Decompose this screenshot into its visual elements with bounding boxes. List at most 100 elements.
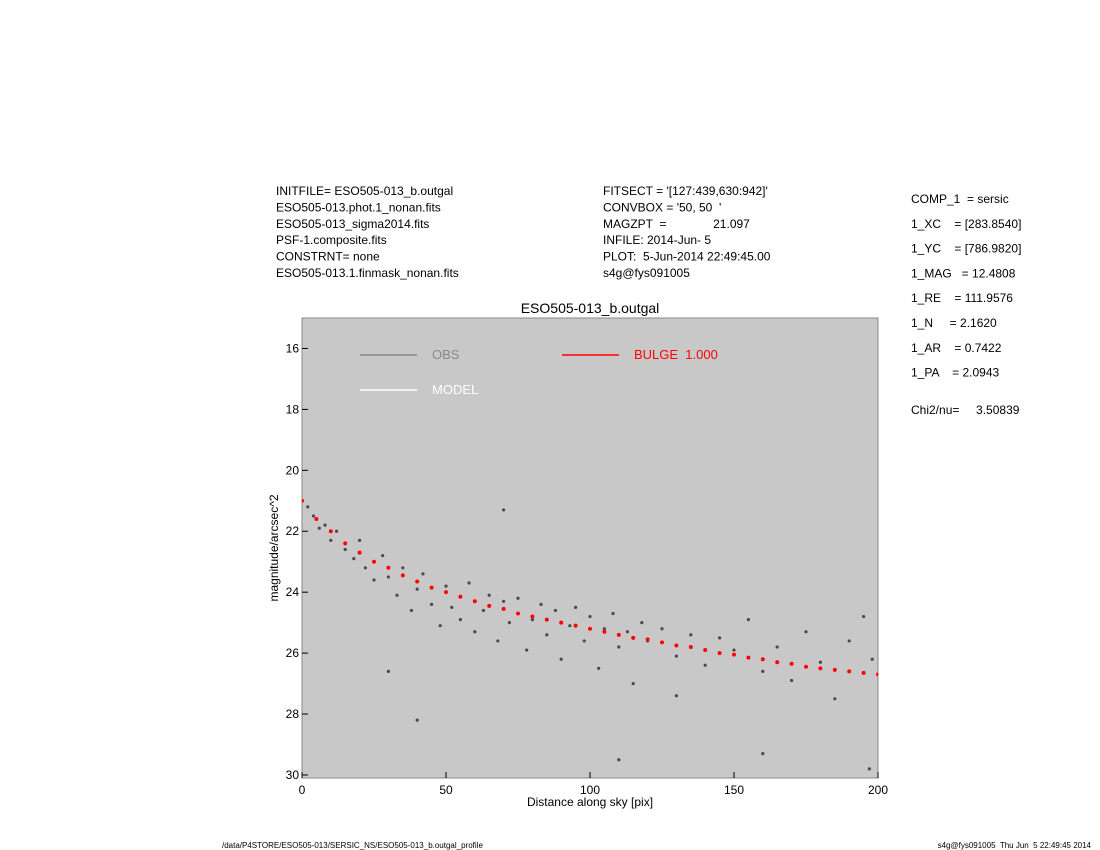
point	[761, 752, 765, 756]
point	[674, 694, 679, 698]
point	[544, 617, 549, 622]
point	[343, 547, 347, 552]
point	[311, 514, 316, 518]
point	[530, 614, 535, 619]
point	[790, 678, 794, 683]
point	[496, 639, 500, 643]
point	[473, 630, 477, 634]
chi2: Chi2/nu= 3.50839	[911, 403, 1020, 417]
point	[401, 566, 405, 570]
point	[516, 596, 520, 600]
y-tick-label: 16	[286, 341, 300, 355]
point	[415, 587, 419, 591]
fit-parameter: 1_RE = 111.9576	[911, 291, 1013, 305]
point	[559, 657, 563, 661]
footer-left: /data/P4STORE/ESO505-013/SERSIC_NS/ESO50…	[222, 841, 483, 850]
header-line: CONSTRNT= none	[276, 250, 380, 264]
header-line: FITSECT = '[127:439,630:942]'	[603, 184, 768, 198]
fit-parameter: 1_XC = [283.8540]	[911, 217, 1021, 231]
point	[617, 758, 621, 762]
point	[530, 617, 535, 622]
point	[688, 645, 693, 650]
point	[430, 602, 434, 606]
point	[438, 624, 442, 628]
header-line: MAGZPT = 21.097	[603, 217, 750, 231]
x-tick-label: 150	[724, 783, 744, 797]
point	[363, 566, 367, 570]
point	[631, 681, 635, 686]
header-line: ESO505-013.phot.1_nonan.fits	[276, 200, 441, 214]
point	[501, 606, 506, 611]
point	[328, 529, 333, 534]
point	[689, 633, 693, 637]
point	[861, 670, 866, 675]
point	[833, 697, 837, 701]
y-axis-label: magnitude/arcsec^2	[267, 494, 281, 601]
point	[876, 672, 878, 677]
point	[553, 608, 558, 613]
point	[458, 617, 462, 622]
point	[588, 614, 592, 619]
point	[450, 605, 454, 610]
header-line: INFILE: 2014-Jun- 5	[603, 233, 711, 247]
header-line: PSF-1.composite.fits	[276, 233, 387, 247]
point	[502, 599, 506, 603]
fit-parameter: 1_MAG = 12.4808	[911, 266, 1016, 280]
point	[415, 579, 420, 584]
point	[372, 559, 376, 564]
point	[611, 611, 615, 616]
y-tick-label: 28	[286, 707, 300, 721]
point	[674, 654, 679, 658]
point	[458, 594, 463, 599]
point	[718, 636, 722, 640]
point	[343, 541, 348, 546]
footer-right: s4g@fys091005 Thu Jun 5 22:49:45 2014	[938, 841, 1092, 850]
fit-parameter: 1_PA = 2.0943	[911, 366, 1000, 380]
point	[386, 565, 391, 570]
point	[746, 655, 751, 660]
plot-area	[301, 317, 879, 779]
legend-label: BULGE 1.000	[634, 347, 718, 362]
points	[302, 498, 878, 771]
fit-parameter: 1_AR = 0.7422	[911, 341, 1002, 355]
point	[631, 635, 636, 640]
point	[302, 498, 304, 503]
y-tick-label: 22	[286, 524, 300, 538]
point	[472, 599, 477, 604]
point	[358, 538, 362, 542]
point	[746, 617, 751, 622]
legend-label: OBS	[432, 347, 460, 362]
x-tick-label: 0	[299, 783, 306, 797]
point	[502, 508, 506, 512]
point	[467, 581, 471, 585]
point	[760, 657, 765, 662]
point	[415, 718, 419, 722]
point	[386, 669, 390, 673]
point	[832, 667, 837, 672]
point	[597, 666, 601, 670]
point	[545, 633, 549, 637]
header-line: PLOT: 5-Jun-2014 22:49:45.00	[603, 250, 771, 264]
point	[717, 651, 722, 656]
point	[317, 526, 321, 530]
x-tick-label: 100	[580, 783, 600, 797]
y-tick-label: 24	[286, 585, 300, 599]
point	[400, 573, 405, 578]
point	[732, 648, 736, 652]
point	[323, 523, 327, 527]
y-tick-label: 18	[286, 402, 300, 416]
x-tick-label: 200	[868, 783, 888, 797]
point	[789, 661, 794, 666]
y-tick-label: 30	[286, 768, 300, 782]
x-axis-label: Distance along sky [pix]	[527, 795, 653, 809]
point	[516, 611, 520, 616]
point	[703, 663, 707, 667]
point	[444, 590, 448, 595]
point	[409, 608, 414, 613]
point	[804, 630, 808, 634]
point	[573, 623, 578, 628]
point	[674, 643, 679, 648]
point	[640, 621, 644, 625]
fit-parameter: 1_N = 2.1620	[911, 316, 997, 330]
